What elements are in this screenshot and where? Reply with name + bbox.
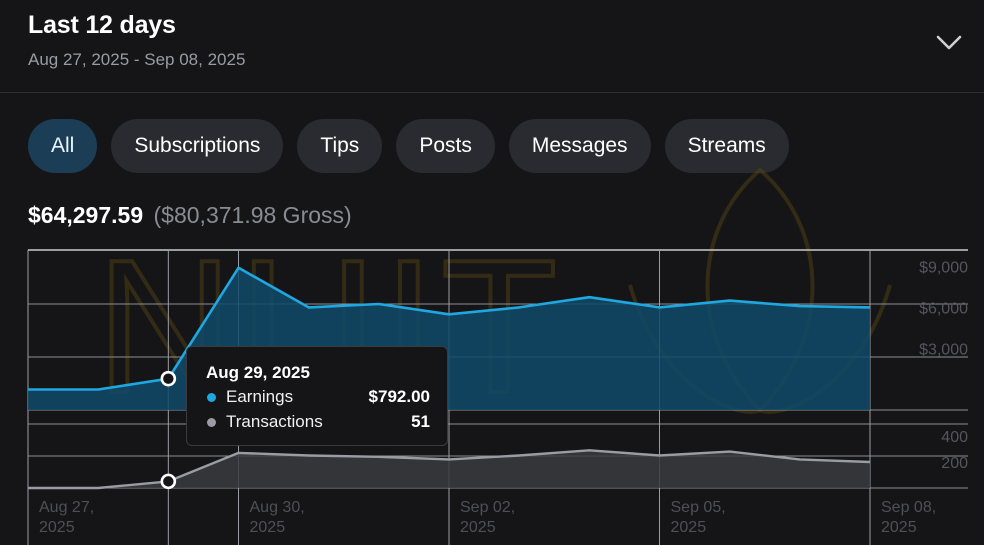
tooltip-row-earnings: Earnings $792.00 — [206, 387, 430, 409]
y-tick-label-transactions: 400 — [941, 429, 968, 446]
period-date-range: Aug 27, 2025 - Sep 08, 2025 — [28, 50, 246, 69]
transactions-marker — [160, 473, 177, 490]
x-tick-label: Aug 27, — [39, 499, 94, 516]
tooltip-earnings-label: Earnings — [226, 387, 294, 406]
tooltip-row-transactions: Transactions 51 — [206, 412, 430, 434]
chart-axis-labels: $9,000 $6,000 $3,000 400 200 Aug 27, 2025 Aug 3… — [39, 259, 968, 536]
x-tick-label-year: 2025 — [881, 519, 917, 536]
earnings-marker — [160, 370, 177, 387]
tooltip-transactions-label: Transactions — [226, 412, 323, 431]
earnings-totals: $64,297.59 ($80,371.98 Gross) — [28, 202, 352, 229]
x-tick-label: Sep 02, — [460, 499, 515, 516]
gross-earnings: ($80,371.98 Gross) — [153, 202, 352, 228]
y-tick-label-earnings: $3,000 — [919, 341, 968, 358]
transactions-legend-dot — [207, 418, 216, 427]
x-tick-label-year: 2025 — [460, 519, 496, 536]
filter-chip-tips[interactable]: Tips — [297, 119, 383, 173]
x-tick-label: Aug 30, — [250, 499, 305, 516]
filter-chip-all[interactable]: All — [28, 119, 98, 173]
filter-chip-posts[interactable]: Posts — [396, 119, 495, 173]
filter-chip-subscriptions[interactable]: Subscriptions — [111, 119, 284, 173]
chevron-down-icon[interactable] — [935, 30, 963, 54]
y-tick-label-earnings: $6,000 — [919, 300, 968, 317]
filter-chip-messages[interactable]: Messages — [508, 119, 651, 173]
tooltip-transactions-value: 51 — [411, 412, 430, 431]
filter-chip-streams[interactable]: Streams — [664, 119, 789, 173]
earnings-legend-dot — [207, 393, 216, 402]
x-tick-label-year: 2025 — [250, 519, 286, 536]
x-tick-label: Sep 08, — [881, 499, 936, 516]
y-tick-label-earnings: $9,000 — [919, 259, 968, 276]
period-title: Last 12 days — [28, 11, 176, 39]
chart-markers — [160, 370, 177, 490]
transactions-area — [28, 450, 870, 488]
chart-tooltip: Aug 29, 2025 Earnings $792.00 Transactio… — [186, 346, 448, 446]
y-tick-label-transactions: 200 — [941, 455, 968, 472]
period-header[interactable]: Last 12 days Aug 27, 2025 - Sep 08, 2025 — [0, 0, 984, 93]
tooltip-earnings-value: $792.00 — [368, 387, 430, 406]
x-tick-label: Sep 05, — [671, 499, 726, 516]
x-tick-label-year: 2025 — [671, 519, 707, 536]
x-tick-label-year: 2025 — [39, 519, 75, 536]
tooltip-date: Aug 29, 2025 — [206, 363, 310, 382]
category-filter-bar: All Subscriptions Tips Posts Messages St… — [28, 119, 789, 173]
net-earnings: $64,297.59 — [28, 202, 144, 228]
